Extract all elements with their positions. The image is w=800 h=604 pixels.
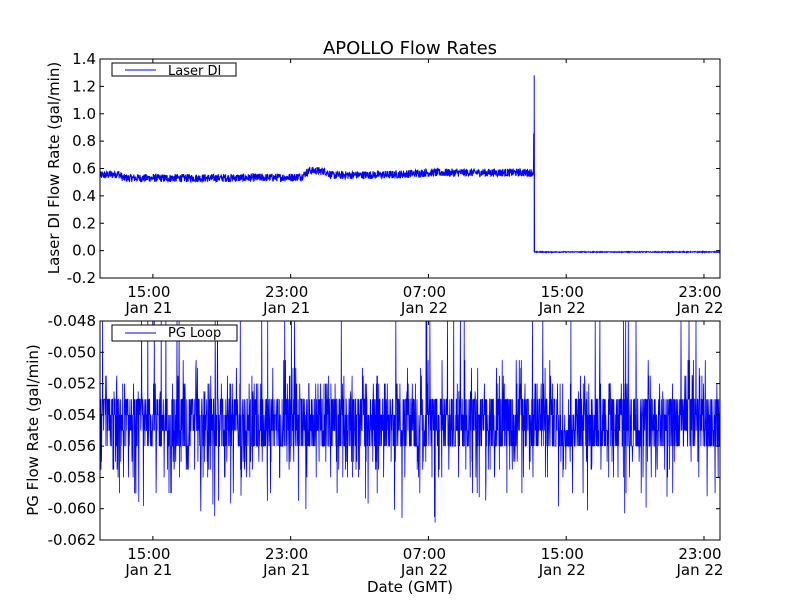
x-tick-label-date: Jan 21 bbox=[262, 299, 310, 317]
y-tick-label: 1.4 bbox=[72, 50, 96, 68]
x-tick-label-date: Jan 22 bbox=[400, 561, 448, 579]
pg-loop-plot-area bbox=[99, 320, 721, 523]
y-tick-label: -0.062 bbox=[48, 531, 96, 549]
y-tick-label: -0.2 bbox=[67, 269, 96, 287]
x-tick-label-time: 23:00 bbox=[678, 545, 721, 563]
x-tick-label-time: 15:00 bbox=[541, 545, 584, 563]
laser-di-series-line bbox=[99, 75, 721, 254]
pg-loop-series-line bbox=[99, 320, 721, 523]
legend-label-pg-loop: PG Loop bbox=[168, 326, 221, 341]
laser-di-plot-area bbox=[99, 75, 721, 254]
x-tick-label-time: 15:00 bbox=[127, 545, 170, 563]
y-tick-label: -0.056 bbox=[48, 437, 96, 455]
x-tick-label-date: Jan 22 bbox=[400, 299, 448, 317]
y-tick-label: 0.4 bbox=[72, 187, 96, 205]
legend-frame bbox=[111, 324, 238, 342]
legend-frame bbox=[111, 62, 237, 77]
pg-loop-legend: PG Loop bbox=[111, 324, 238, 342]
legend-label-laser-di: Laser DI bbox=[168, 64, 221, 79]
x-tick-label-time: 07:00 bbox=[403, 283, 446, 301]
laser-di-ylabel: Laser DI Flow Rate (gal/min) bbox=[45, 62, 63, 274]
y-tick-label: -0.048 bbox=[48, 312, 96, 330]
laser-di-legend: Laser DI bbox=[111, 62, 237, 79]
x-tick-label-time: 15:00 bbox=[127, 283, 170, 301]
y-tick-label: 0.6 bbox=[72, 160, 96, 178]
x-tick-label-date: Jan 21 bbox=[124, 561, 172, 579]
y-tick-label: -0.060 bbox=[48, 500, 96, 518]
y-tick-label: -0.058 bbox=[48, 468, 96, 486]
laser-di-axes-frame bbox=[99, 58, 721, 279]
pg-loop-axes: -0.062 -0.060 -0.058 -0.056 -0.054 -0.052 -0.0… bbox=[24, 312, 723, 596]
y-tick-label: 0.8 bbox=[72, 132, 96, 150]
x-tick-label-time: 07:00 bbox=[403, 545, 446, 563]
y-tick-label: 1.2 bbox=[72, 77, 96, 95]
chart-title: APOLLO Flow Rates bbox=[323, 38, 497, 59]
x-tick-label-time: 23:00 bbox=[265, 545, 308, 563]
x-tick-label-time: 15:00 bbox=[541, 283, 584, 301]
x-tick-label-date: Jan 22 bbox=[538, 561, 586, 579]
x-tick-label-date: Jan 21 bbox=[124, 299, 172, 317]
pg-loop-axes-frame bbox=[99, 320, 721, 541]
y-tick-label: -0.052 bbox=[48, 375, 96, 393]
x-axis-label: Date (GMT) bbox=[367, 578, 453, 596]
x-tick-label-date: Jan 22 bbox=[538, 299, 586, 317]
y-tick-label: 0.2 bbox=[72, 214, 96, 232]
y-tick-label: 0.0 bbox=[72, 242, 96, 260]
x-tick-label-date: Jan 22 bbox=[675, 561, 723, 579]
x-tick-label-date: Jan 21 bbox=[262, 561, 310, 579]
y-tick-label: -0.050 bbox=[48, 343, 96, 361]
x-tick-label-time: 23:00 bbox=[678, 283, 721, 301]
x-tick-label-date: Jan 22 bbox=[675, 299, 723, 317]
pg-loop-ylabel: PG Flow Rate (gal/min) bbox=[24, 344, 42, 516]
x-tick-label-time: 23:00 bbox=[265, 283, 308, 301]
y-tick-label: 1.0 bbox=[72, 105, 96, 123]
y-tick-label: -0.054 bbox=[48, 406, 96, 424]
